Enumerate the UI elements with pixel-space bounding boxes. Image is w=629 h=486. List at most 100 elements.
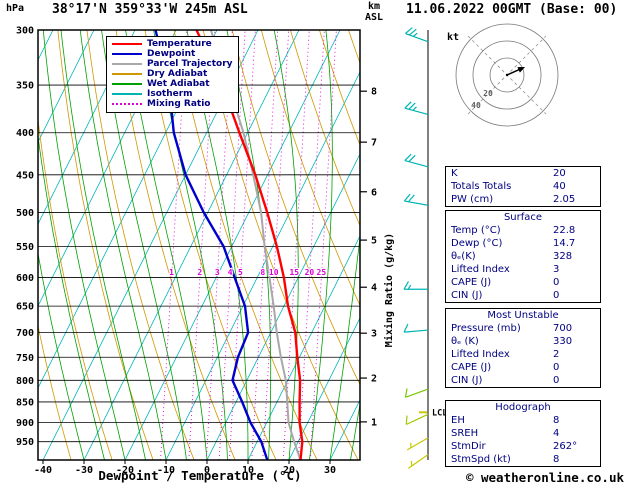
svg-text:3: 3 xyxy=(215,268,220,277)
svg-text:700: 700 xyxy=(16,328,34,339)
legend-item: Dry Adiabat xyxy=(112,69,233,79)
mixing-ratio-axis-label: Mixing Ratio (g/kg) xyxy=(383,233,395,347)
svg-text:950: 950 xyxy=(16,437,34,448)
svg-text:6: 6 xyxy=(371,187,377,198)
svg-text:550: 550 xyxy=(16,242,34,253)
row-value: 2.05 xyxy=(553,194,576,205)
row-label: CIN (J) xyxy=(451,290,483,301)
row-label: Temp (°C) xyxy=(451,225,501,236)
table-row: θₑ (K) 330 xyxy=(446,335,600,348)
svg-text:5: 5 xyxy=(238,268,243,277)
svg-text:500: 500 xyxy=(16,208,34,219)
table-row: CAPE (J) 0 xyxy=(446,361,600,374)
svg-text:4: 4 xyxy=(228,268,233,277)
hodograph-ring xyxy=(472,40,542,110)
panel-section-title: Surface xyxy=(503,212,543,223)
wind-barb xyxy=(406,437,429,451)
svg-text:850: 850 xyxy=(16,397,34,408)
legend-item-label: Dewpoint xyxy=(147,49,196,59)
row-label: Dewp (°C) xyxy=(451,238,503,249)
row-label: EH xyxy=(451,415,465,426)
svg-text:450: 450 xyxy=(16,170,34,181)
altitude-unit-km: km xyxy=(367,1,381,12)
svg-text:600: 600 xyxy=(16,273,34,284)
temperature-curve xyxy=(195,30,304,460)
svg-text:0: 0 xyxy=(204,465,210,476)
svg-text:20: 20 xyxy=(305,268,315,277)
legend-item: Temperature xyxy=(112,39,233,49)
svg-text:350: 350 xyxy=(16,81,34,92)
row-value: 14.7 xyxy=(553,238,576,249)
pressure-axis-unit: hPa xyxy=(6,3,25,14)
legend-line-swatch xyxy=(112,103,142,105)
wind-barb xyxy=(405,413,429,426)
row-value: 262° xyxy=(553,441,578,452)
copyright: © weatheronline.co.uk xyxy=(465,470,624,485)
wind-barb xyxy=(404,153,429,168)
row-label: CIN (J) xyxy=(451,375,483,386)
temperature-tick-labels: -40 -30 -20 -10 0 10 20 30 xyxy=(34,460,336,476)
svg-text:1: 1 xyxy=(169,268,174,277)
legend-item-label: Temperature xyxy=(147,39,212,49)
legend-item: Wet Adiabat xyxy=(112,79,233,89)
svg-text:7: 7 xyxy=(371,138,377,149)
sounding-curves xyxy=(154,30,304,460)
legend: Temperature Dewpoint Parcel Trajectory Dry … xyxy=(106,36,239,113)
svg-text:-40: -40 xyxy=(34,465,52,476)
table-row: CIN (J) 0 xyxy=(446,289,600,302)
table-row: CIN (J) 0 xyxy=(446,374,600,387)
row-value: 40 xyxy=(553,181,566,192)
table-row: Totals Totals 40 xyxy=(446,180,600,193)
svg-text:8: 8 xyxy=(371,87,377,98)
legend-item-label: Wet Adiabat xyxy=(147,79,210,89)
table-row: θₑ(K) 328 xyxy=(446,250,600,263)
table-row: StmSpd (kt) 8 xyxy=(446,453,600,466)
row-value: 0 xyxy=(553,362,560,373)
legend-line-swatch xyxy=(112,43,142,45)
legend-item-label: Mixing Ratio xyxy=(147,99,211,109)
panel-section-hodograph: Hodograph EH 8 SREH 4 StmDir 262° StmSpd (kt) 8 xyxy=(445,400,601,467)
row-value: 20 xyxy=(553,168,566,179)
svg-text:650: 650 xyxy=(16,302,34,313)
legend-line-swatch xyxy=(112,53,142,55)
wind-barb xyxy=(404,388,429,398)
dewpoint-curve xyxy=(154,30,269,460)
svg-text:5: 5 xyxy=(371,236,377,247)
svg-text:30: 30 xyxy=(324,465,336,476)
table-row: PW (cm) 2.05 xyxy=(446,193,600,206)
wind-barb xyxy=(403,323,429,333)
wind-barbs xyxy=(403,27,429,469)
svg-text:10: 10 xyxy=(242,465,254,476)
table-row: Lifted Index 2 xyxy=(446,348,600,361)
legend-item-label: Dry Adiabat xyxy=(147,69,208,79)
svg-text:20: 20 xyxy=(283,465,295,476)
svg-text:25: 25 xyxy=(317,268,327,277)
row-label: CAPE (J) xyxy=(451,362,492,373)
svg-text:8: 8 xyxy=(260,268,265,277)
table-row: StmDir 262° xyxy=(446,440,600,453)
legend-line-swatch xyxy=(112,93,142,95)
legend-item: Parcel Trajectory xyxy=(112,59,233,69)
hodograph-unit-label: kt xyxy=(447,32,459,43)
svg-text:10: 10 xyxy=(269,268,279,277)
run-datetime-title: 11.06.2022 00GMT (Base: 00) xyxy=(406,2,618,17)
svg-text:4: 4 xyxy=(371,283,377,294)
row-label: PW (cm) xyxy=(451,194,494,205)
legend-item-label: Parcel Trajectory xyxy=(147,59,233,69)
panel-section-title: Hodograph xyxy=(495,402,551,413)
row-value: 4 xyxy=(553,428,560,439)
svg-text:2: 2 xyxy=(371,374,377,385)
lcl-marker: LCL xyxy=(419,408,447,418)
legend-item: Isotherm xyxy=(112,89,233,99)
row-label: Pressure (mb) xyxy=(451,323,521,334)
svg-text:-10: -10 xyxy=(157,465,175,476)
svg-text:20: 20 xyxy=(483,89,493,98)
legend-line-swatch xyxy=(112,73,142,75)
row-label: Lifted Index xyxy=(451,264,510,275)
svg-text:-20: -20 xyxy=(116,465,134,476)
row-label: Lifted Index xyxy=(451,349,510,360)
table-row: CAPE (J) 0 xyxy=(446,276,600,289)
altitude-axis-unit: km ASL xyxy=(356,1,392,23)
